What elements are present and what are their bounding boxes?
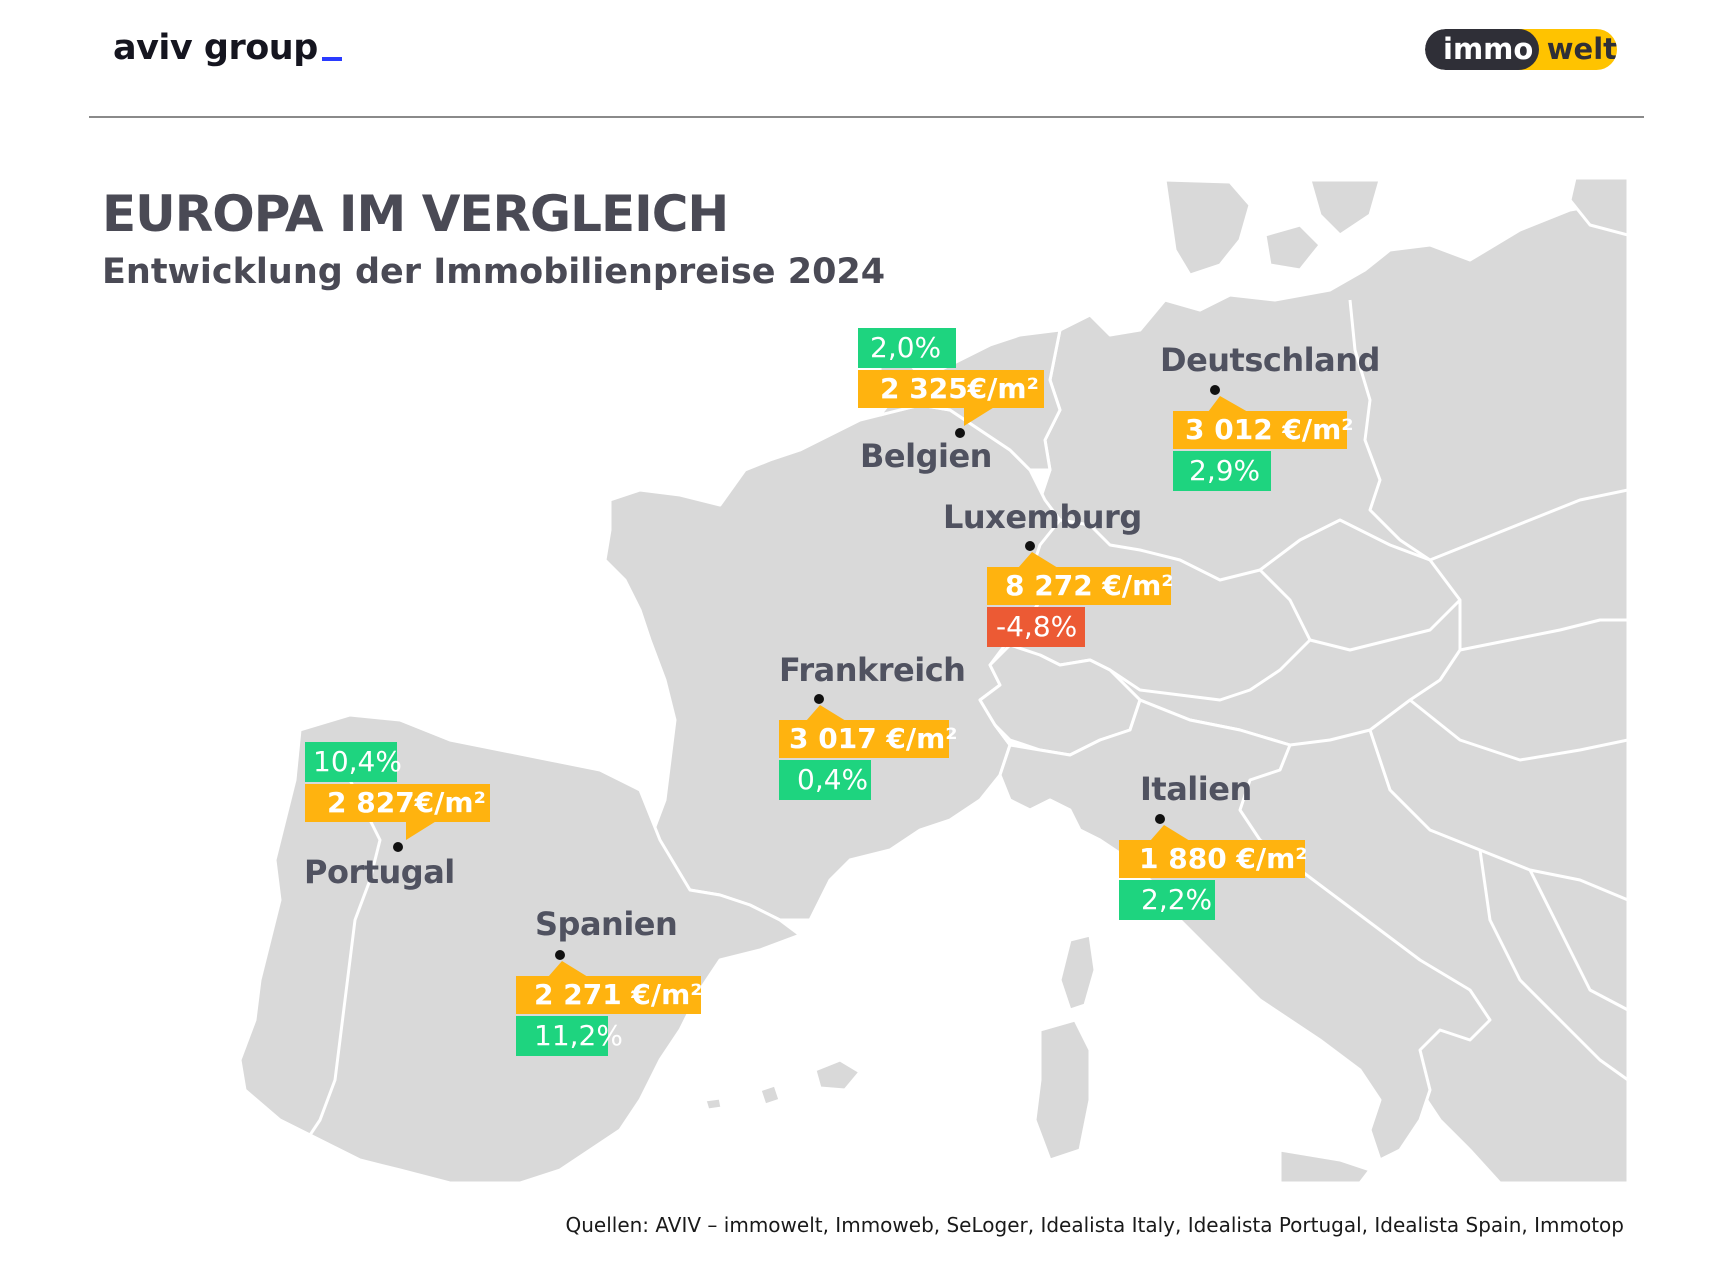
france-price-badge: 3 017 €/m² <box>779 720 958 758</box>
aviv-group-logo: aviv group <box>113 28 342 68</box>
spain-callout-pointer <box>548 961 588 977</box>
germany-location-dot <box>1210 385 1220 395</box>
spain-label: Spanien <box>535 905 678 943</box>
belgium-location-dot <box>955 428 965 438</box>
immowelt-logo: immo welt <box>1425 29 1617 70</box>
belgium-change-badge: 2,0% <box>858 328 956 368</box>
france-label: Frankreich <box>779 651 966 689</box>
spain-price-badge: 2 271 €/m² <box>516 976 703 1014</box>
germany-callout-pointer <box>1208 396 1248 412</box>
land-denmark-island <box>1263 223 1322 272</box>
land-italy <box>993 698 1492 1162</box>
italy-change-badge: 2,2% <box>1119 880 1215 920</box>
france-callout-pointer <box>806 705 846 721</box>
land-sweden <box>1308 178 1382 237</box>
border-hungary <box>1409 698 1628 762</box>
luxembourg-change-badge: -4,8% <box>987 607 1085 647</box>
luxembourg-label: Luxemburg <box>943 498 1142 536</box>
land-balearic-2 <box>758 1083 782 1107</box>
france-change-badge: 0,4% <box>779 760 871 800</box>
aviv-group-wordmark: aviv group <box>113 28 318 68</box>
portugal-label: Portugal <box>304 853 455 891</box>
italy-location-dot <box>1155 814 1165 824</box>
spain-location-dot <box>555 950 565 960</box>
source-note: Quellen: AVIV – immowelt, Immoweb, SeLog… <box>565 1213 1624 1237</box>
page-subtitle: Entwicklung der Immobilienpreise 2024 <box>102 252 886 292</box>
portugal-location-dot <box>393 842 403 852</box>
italy-price-badge: 1 880 €/m² <box>1119 840 1308 878</box>
germany-label: Deutschland <box>1160 341 1380 379</box>
land-corsica <box>1058 933 1097 1012</box>
germany-change-badge: 2,9% <box>1173 451 1271 491</box>
immowelt-logo-immo: immo <box>1425 29 1539 70</box>
border-balkans-3 <box>1528 869 1628 1012</box>
italy-callout-pointer <box>1150 825 1190 841</box>
portugal-change-badge: 10,4% <box>305 742 402 782</box>
aviv-underscore-mark <box>321 57 342 61</box>
land-balearic-1 <box>813 1058 862 1092</box>
border-germany-poland <box>1348 299 1431 562</box>
portugal-callout-pointer <box>406 820 438 840</box>
land-balearic-3 <box>703 1096 724 1112</box>
border-portugal <box>298 759 382 1151</box>
belgium-callout-pointer <box>964 406 996 426</box>
portugal-price-badge: 2 827€/m² <box>305 784 490 822</box>
land-iberia <box>238 713 802 1183</box>
page-title: EUROPA IM VERGLEICH <box>102 185 729 243</box>
land-northeast <box>1568 178 1628 237</box>
land-sicily <box>1278 1148 1372 1183</box>
luxembourg-location-dot <box>1025 541 1035 551</box>
spain-change-badge: 11,2% <box>516 1016 623 1056</box>
luxembourg-price-badge: 8 272 €/m² <box>987 567 1174 605</box>
italy-label: Italien <box>1140 770 1252 808</box>
land-sardinia <box>1033 1018 1092 1162</box>
land-denmark <box>1163 178 1252 277</box>
germany-price-badge: 3 012 €/m² <box>1173 411 1354 449</box>
header-divider <box>89 116 1644 118</box>
belgium-label: Belgien <box>860 437 992 475</box>
belgium-price-badge: 2 325€/m² <box>858 370 1044 408</box>
border-czech <box>1259 518 1462 652</box>
border-balkans-2 <box>1478 849 1628 1082</box>
france-location-dot <box>814 694 824 704</box>
border-poland-east <box>1429 488 1628 562</box>
luxembourg-callout-pointer <box>1018 552 1058 568</box>
border-slovakia <box>1459 618 1628 652</box>
